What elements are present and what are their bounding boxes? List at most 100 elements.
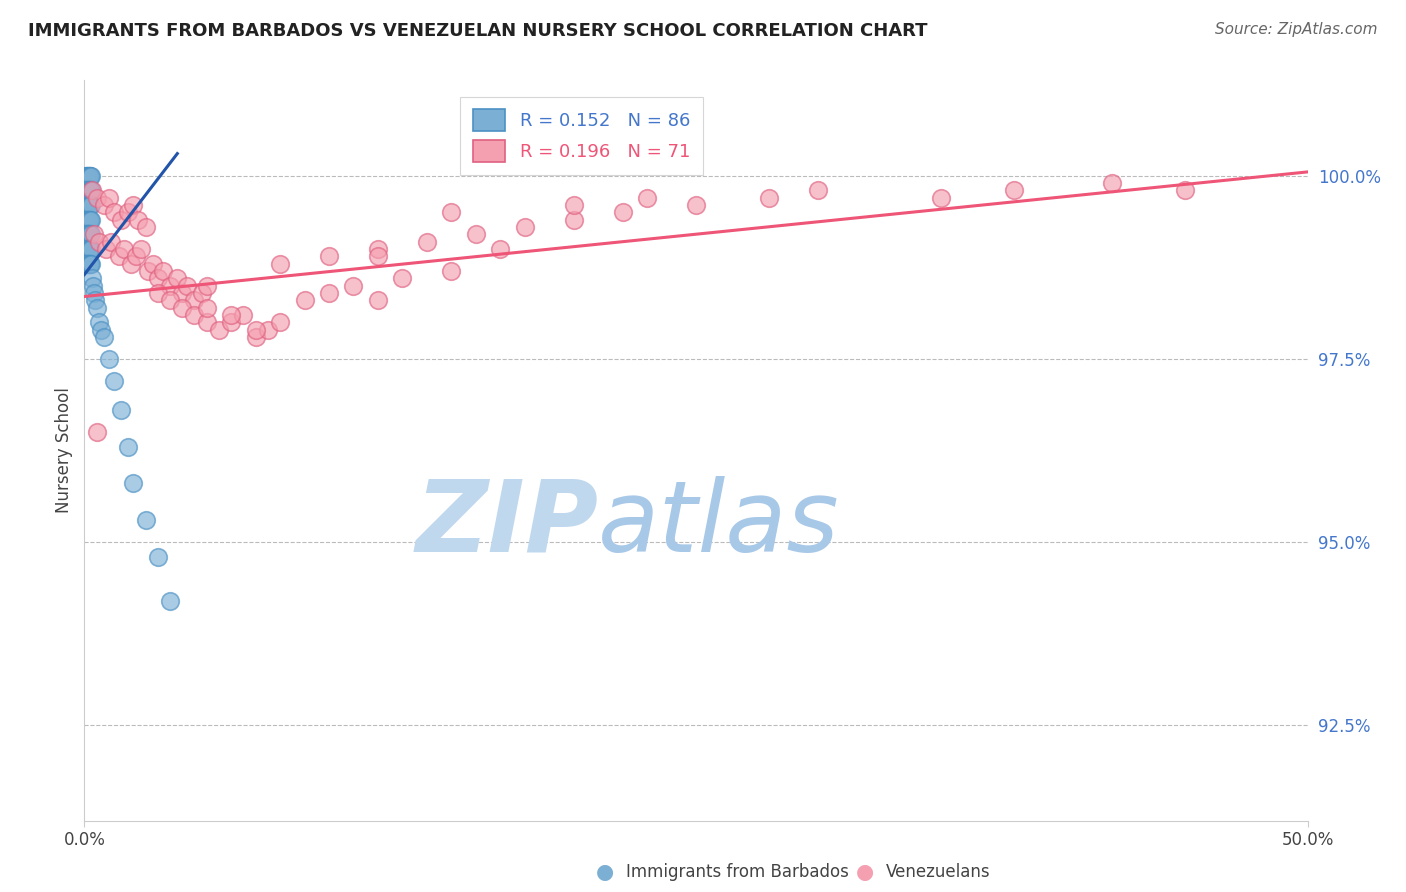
- Point: [77, 198, 100, 212]
- Point: [76, 183, 98, 197]
- Point: [146, 549, 169, 564]
- Point: [80, 256, 103, 270]
- Point: [79, 183, 101, 197]
- Point: [79, 227, 101, 242]
- Point: [77, 256, 100, 270]
- Point: [562, 198, 585, 212]
- Point: [195, 278, 218, 293]
- Point: [80, 183, 103, 197]
- Point: [77, 212, 100, 227]
- Point: [110, 212, 132, 227]
- Point: [135, 513, 157, 527]
- Point: [195, 315, 218, 329]
- Point: [75, 198, 97, 212]
- Point: [76, 227, 98, 242]
- Point: [208, 322, 231, 336]
- Point: [76, 212, 98, 227]
- Point: [152, 264, 174, 278]
- Point: [172, 285, 194, 300]
- Point: [513, 219, 536, 234]
- Point: [129, 242, 152, 256]
- Point: [440, 205, 463, 219]
- Point: [77, 198, 100, 212]
- Point: [77, 227, 100, 242]
- Point: [120, 256, 142, 270]
- Point: [75, 169, 97, 183]
- Point: [77, 227, 100, 242]
- Point: [79, 212, 101, 227]
- Point: [77, 227, 100, 242]
- Point: [103, 374, 125, 388]
- Point: [80, 183, 103, 197]
- Point: [86, 190, 108, 204]
- Point: [146, 285, 169, 300]
- Point: [929, 190, 952, 204]
- Legend: R = 0.152   N = 86, R = 0.196   N = 71: R = 0.152 N = 86, R = 0.196 N = 71: [460, 96, 703, 175]
- Point: [75, 183, 97, 197]
- Point: [183, 293, 205, 308]
- Point: [80, 169, 103, 183]
- Point: [90, 322, 112, 336]
- Point: [367, 293, 389, 308]
- Point: [219, 308, 242, 322]
- Point: [75, 227, 97, 242]
- Point: [79, 256, 101, 270]
- Point: [125, 249, 148, 263]
- Point: [75, 212, 97, 227]
- Point: [76, 198, 98, 212]
- Point: [191, 285, 214, 300]
- Point: [136, 264, 159, 278]
- Point: [80, 271, 103, 285]
- Point: [97, 351, 120, 366]
- Point: [80, 198, 103, 212]
- Point: [75, 242, 97, 256]
- Point: [172, 301, 194, 315]
- Point: [76, 242, 98, 256]
- Point: [342, 278, 364, 293]
- Text: Source: ZipAtlas.com: Source: ZipAtlas.com: [1215, 22, 1378, 37]
- Point: [77, 212, 100, 227]
- Point: [76, 212, 98, 227]
- Point: [489, 242, 512, 256]
- Point: [127, 212, 149, 227]
- Point: [122, 476, 145, 491]
- Point: [86, 301, 108, 315]
- Text: ●: ●: [596, 863, 613, 882]
- Point: [612, 205, 634, 219]
- Point: [122, 198, 145, 212]
- Point: [257, 322, 280, 336]
- Point: [80, 212, 103, 227]
- Point: [93, 330, 115, 344]
- Point: [685, 198, 707, 212]
- Point: [1101, 176, 1123, 190]
- Point: [269, 315, 291, 329]
- Text: atlas: atlas: [598, 476, 839, 573]
- Point: [77, 169, 100, 183]
- Point: [367, 242, 389, 256]
- Point: [416, 235, 439, 249]
- Point: [77, 183, 100, 197]
- Point: [79, 169, 101, 183]
- Point: [294, 293, 316, 308]
- Point: [245, 330, 267, 344]
- Point: [176, 278, 198, 293]
- Point: [84, 293, 107, 308]
- Point: [75, 169, 97, 183]
- Text: IMMIGRANTS FROM BARBADOS VS VENEZUELAN NURSERY SCHOOL CORRELATION CHART: IMMIGRANTS FROM BARBADOS VS VENEZUELAN N…: [28, 22, 928, 40]
- Point: [107, 249, 129, 263]
- Point: [77, 242, 100, 256]
- Point: [807, 183, 830, 197]
- Point: [146, 271, 169, 285]
- Point: [100, 235, 122, 249]
- Point: [159, 278, 181, 293]
- Point: [110, 403, 132, 417]
- Point: [79, 198, 101, 212]
- Point: [318, 285, 340, 300]
- Point: [159, 593, 181, 607]
- Point: [75, 227, 97, 242]
- Point: [79, 183, 101, 197]
- Point: [636, 190, 658, 204]
- Point: [159, 293, 181, 308]
- Point: [86, 425, 108, 439]
- Point: [117, 440, 139, 454]
